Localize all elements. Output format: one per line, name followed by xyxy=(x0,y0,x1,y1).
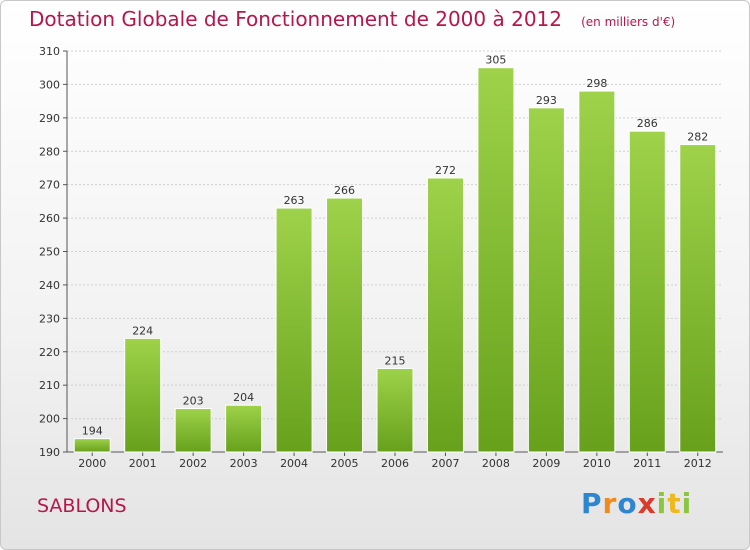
y-tick-label: 210 xyxy=(39,379,60,392)
proxiti-logo: Proxiti xyxy=(581,487,692,520)
bar-2001 xyxy=(124,337,162,453)
data-label-2001: 224 xyxy=(132,324,153,337)
x-tick-label: 2003 xyxy=(230,457,258,470)
bar-2011 xyxy=(628,130,666,453)
x-tick-label: 2006 xyxy=(381,457,409,470)
data-label-2010: 298 xyxy=(586,77,607,90)
bar-2008 xyxy=(477,67,515,453)
bar-2002 xyxy=(174,408,212,453)
y-tick-label: 290 xyxy=(39,112,60,125)
data-label-2008: 305 xyxy=(485,54,506,67)
chart-unit: (en milliers d'€) xyxy=(581,15,676,29)
data-label-2012: 282 xyxy=(687,131,708,144)
logo-letter: x xyxy=(637,487,657,520)
bar-2009 xyxy=(527,107,565,453)
chart-title: Dotation Globale de Fonctionnement de 20… xyxy=(29,7,562,31)
data-label-2003: 204 xyxy=(233,391,254,404)
x-tick-label: 2010 xyxy=(583,457,611,470)
label-layer: 194 224 203 204 263 266 215 272 305 293 298 286 282 xyxy=(82,54,709,438)
data-label-2009: 293 xyxy=(536,94,557,107)
y-tick-label: 200 xyxy=(39,413,60,426)
bar-2000 xyxy=(73,438,111,453)
x-tick-label: 2002 xyxy=(179,457,207,470)
location-label: SABLONS xyxy=(37,495,127,517)
x-tick-label: 2005 xyxy=(331,457,359,470)
x-tick-label: 2000 xyxy=(78,457,106,470)
data-label-2006: 215 xyxy=(385,354,406,367)
logo-letter: r xyxy=(602,487,618,520)
logo-letter: i xyxy=(656,487,668,520)
y-tick-label: 230 xyxy=(39,312,60,325)
y-tick-label: 280 xyxy=(39,145,60,158)
bar-2003 xyxy=(225,404,263,453)
bar-2010 xyxy=(578,90,616,453)
bar-2005 xyxy=(326,197,364,453)
x-tick-label: 2004 xyxy=(280,457,308,470)
y-tick-label: 260 xyxy=(39,212,60,225)
x-tick-label: 2011 xyxy=(633,457,661,470)
y-tick-label: 190 xyxy=(39,446,60,459)
data-label-2002: 203 xyxy=(183,395,204,408)
bar-2004 xyxy=(275,207,313,453)
bar-layer xyxy=(73,67,717,453)
bar-2007 xyxy=(426,177,464,453)
x-tick-label: 2009 xyxy=(532,457,560,470)
logo-letter: t xyxy=(667,487,682,520)
x-tick-label: 2001 xyxy=(129,457,157,470)
bar-2006 xyxy=(376,367,414,453)
y-tick-label: 220 xyxy=(39,346,60,359)
logo-letter: P xyxy=(581,487,603,520)
y-tick-label: 310 xyxy=(39,45,60,58)
bar-2012 xyxy=(679,144,717,453)
x-tick-label: 2007 xyxy=(431,457,459,470)
y-tick-label: 250 xyxy=(39,246,60,259)
data-label-2000: 194 xyxy=(82,425,103,438)
data-label-2011: 286 xyxy=(637,117,658,130)
data-label-2007: 272 xyxy=(435,164,456,177)
title-row: Dotation Globale de Fonctionnement de 20… xyxy=(29,7,675,31)
data-label-2005: 266 xyxy=(334,184,355,197)
x-tick-label: 2008 xyxy=(482,457,510,470)
logo-letter: i xyxy=(681,487,693,520)
y-tick-label: 270 xyxy=(39,179,60,192)
y-tick-label: 300 xyxy=(39,78,60,91)
x-tick-label: 2012 xyxy=(684,457,712,470)
data-label-2004: 263 xyxy=(284,194,305,207)
logo-letter: o xyxy=(617,487,638,520)
y-tick-label: 240 xyxy=(39,279,60,292)
